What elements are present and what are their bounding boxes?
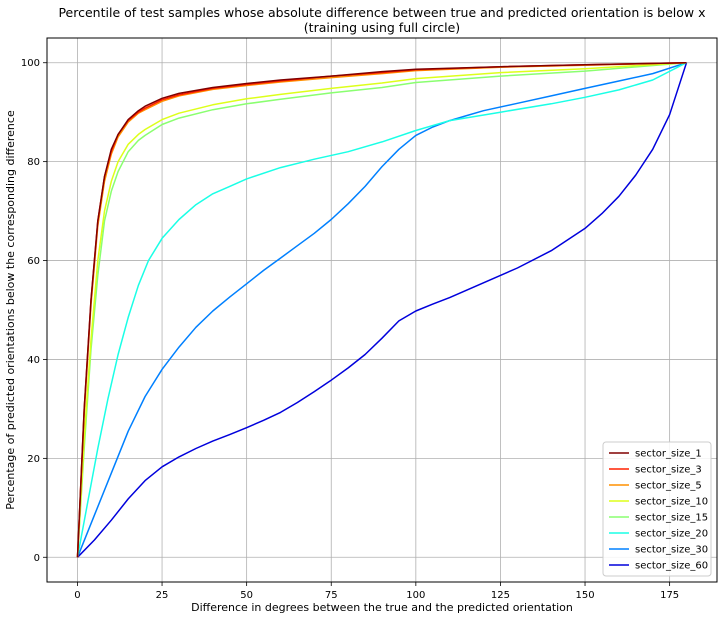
y-tick-label: 80 bbox=[27, 157, 40, 168]
series-line-sector_size_3 bbox=[76, 61, 687, 558]
legend: sector_size_1 sector_size_3 sector_size_5s… bbox=[602, 441, 712, 577]
series-line-sector_size_30 bbox=[76, 61, 687, 558]
axis-ticks: 0 25 50 75 100 125 150 175 0 20 40 60 80 100 bbox=[21, 58, 679, 601]
x-tick-label: 100 bbox=[406, 590, 425, 601]
chart-subtitle: (training using full circle) bbox=[304, 20, 460, 35]
y-tick-label: 60 bbox=[27, 256, 40, 267]
legend-entry: sector_size_30 bbox=[635, 545, 708, 556]
legend-box bbox=[602, 441, 712, 577]
x-tick-label: 125 bbox=[491, 590, 510, 601]
x-tick-label: 50 bbox=[240, 590, 253, 601]
y-tick-label: 20 bbox=[27, 454, 40, 465]
y-tick-label: 40 bbox=[27, 355, 40, 366]
x-tick-label: 150 bbox=[575, 590, 594, 601]
series-line-sector_size_10 bbox=[76, 61, 687, 558]
y-axis-label: Percentage of predicted orientations bel… bbox=[4, 110, 17, 510]
chart-title: Percentile of test samples whose absolut… bbox=[58, 5, 705, 20]
x-tick-label: 75 bbox=[325, 590, 338, 601]
legend-entry: sector_size_3 bbox=[635, 465, 702, 476]
plot-lines bbox=[76, 61, 688, 558]
x-tick-label: 25 bbox=[156, 590, 169, 601]
legend-entry: sector_size_15 bbox=[635, 513, 708, 524]
series-line-sector_size_60 bbox=[76, 62, 688, 558]
series-line-sector_size_15 bbox=[76, 61, 687, 558]
plot-area-frame bbox=[46, 37, 718, 583]
x-tick-label: 0 bbox=[74, 590, 80, 601]
series-line-sector_size_5 bbox=[76, 61, 687, 558]
x-tick-label: 175 bbox=[660, 590, 679, 601]
series-line-sector_size_20 bbox=[76, 62, 687, 558]
legend-entry: sector_size_1 bbox=[635, 449, 702, 460]
y-tick-label: 0 bbox=[34, 553, 40, 564]
x-axis-label: Difference in degrees between the true a… bbox=[191, 601, 573, 614]
legend-entry: sector_size_60 bbox=[635, 561, 708, 572]
legend-entry: sector_size_5 bbox=[635, 481, 702, 492]
legend-entry: sector_size_20 bbox=[635, 529, 708, 540]
y-tick-label: 100 bbox=[21, 58, 40, 69]
legend-entry: sector_size_10 bbox=[635, 497, 708, 508]
grid bbox=[47, 38, 717, 582]
series-line-sector_size_1 bbox=[76, 61, 687, 558]
